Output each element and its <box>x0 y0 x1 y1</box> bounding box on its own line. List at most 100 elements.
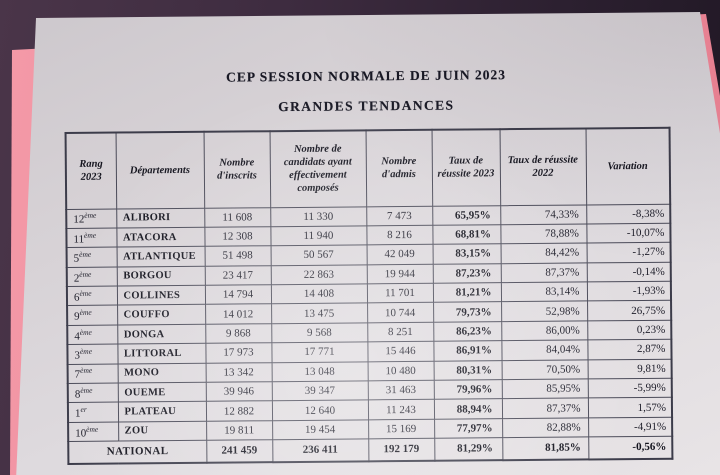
cell-taux-2023: 79,96% <box>433 379 502 400</box>
cell-rank: 2ème <box>66 266 117 287</box>
cell-inscrits: 11 608 <box>204 207 271 228</box>
cell-taux-2022: 87,37% <box>500 262 587 283</box>
cell-inscrits: 19 811 <box>206 420 273 441</box>
cell-admis: 10 480 <box>367 360 434 381</box>
cell-department: OUEME <box>117 382 206 403</box>
national-taux-2023: 81,29% <box>434 437 503 461</box>
cell-department: BORGOU <box>116 265 205 287</box>
cell-department: COUFFO <box>117 304 206 325</box>
cell-rank: 4ème <box>67 324 118 345</box>
cell-taux-2023: 68,81% <box>432 224 501 245</box>
cell-composes: 11 330 <box>270 206 367 227</box>
national-label: NATIONAL <box>68 440 207 464</box>
cell-taux-2022: 70,50% <box>501 359 588 380</box>
cell-composes: 39 347 <box>271 380 368 402</box>
table-header: Rang 2023 Départements Nombre d'inscrits… <box>65 127 671 209</box>
cell-rank: 12ème <box>66 208 117 229</box>
header-row: Rang 2023 Départements Nombre d'inscrits… <box>65 127 671 209</box>
cell-taux-2023: 81,21% <box>432 282 502 303</box>
cell-inscrits: 12 882 <box>205 401 273 422</box>
cell-taux-2022: 82,88% <box>502 417 589 438</box>
cell-admis: 10 744 <box>367 302 434 323</box>
header-candidats-composes: Nombre de candidats ayant effectivement … <box>269 130 367 208</box>
cell-inscrits: 9 868 <box>205 323 272 344</box>
national-inscrits: 241 459 <box>206 439 273 463</box>
cell-inscrits: 17 973 <box>205 342 272 363</box>
cell-taux-2023: 87,23% <box>432 263 501 284</box>
cell-composes: 9 568 <box>271 322 368 343</box>
cell-rank: 8ème <box>67 383 118 403</box>
cell-taux-2023: 79,73% <box>433 302 502 323</box>
national-taux-2022: 81,85% <box>502 437 589 460</box>
cell-department: LITTORAL <box>117 343 206 364</box>
cell-taux-2023: 86,91% <box>433 340 502 361</box>
cell-taux-2022: 87,37% <box>501 398 589 419</box>
cell-variation: -10,07% <box>586 223 671 244</box>
cell-variation: 1,57% <box>587 397 673 418</box>
cell-composes: 13 048 <box>271 361 368 382</box>
national-composes: 236 411 <box>272 439 369 462</box>
cell-admis: 19 944 <box>366 263 433 284</box>
cell-composes: 17 771 <box>271 342 368 363</box>
cell-department: PLATEAU <box>117 401 207 422</box>
cell-department: MONO <box>117 362 206 384</box>
cell-rank: 9ème <box>67 305 118 326</box>
cell-variation: -1,93% <box>586 281 672 302</box>
cell-admis: 42 049 <box>366 244 433 265</box>
cell-inscrits: 51 498 <box>204 245 271 266</box>
cell-rank: 11ème <box>66 227 117 248</box>
cell-inscrits: 39 946 <box>205 381 272 402</box>
header-departements: Départements <box>115 131 205 209</box>
cell-inscrits: 14 012 <box>205 304 272 325</box>
national-row: NATIONAL 241 459 236 411 192 179 81,29% … <box>68 436 673 464</box>
cell-department: ALIBORI <box>116 207 205 228</box>
header-rang: Rang 2023 <box>65 132 117 209</box>
cell-composes: 13 475 <box>271 303 368 324</box>
cell-admis: 8 251 <box>367 322 434 343</box>
cell-composes: 22 863 <box>270 264 367 285</box>
national-variation: -0,56% <box>588 436 673 460</box>
cell-composes: 11 940 <box>270 225 367 246</box>
cell-admis: 11 701 <box>366 283 434 304</box>
national-admis: 192 179 <box>368 438 435 462</box>
cell-variation: 2,87% <box>587 339 672 360</box>
cell-composes: 12 640 <box>271 400 369 421</box>
cell-department: COLLINES <box>116 285 206 306</box>
cell-department: ATACORA <box>116 227 205 248</box>
cell-taux-2022: 84,04% <box>501 340 588 361</box>
cell-admis: 11 243 <box>367 399 435 420</box>
header-inscrits: Nombre d'inscrits <box>203 131 271 208</box>
document-title: CEP SESSION NORMALE DE JUIN 2023 <box>226 67 507 85</box>
results-table: Rang 2023 Départements Nombre d'inscrits… <box>64 126 674 465</box>
cell-taux-2023: 86,23% <box>433 321 502 342</box>
cell-taux-2022: 83,14% <box>500 282 588 303</box>
cell-department: DONGA <box>117 324 206 345</box>
cell-taux-2023: 83,15% <box>432 243 501 264</box>
cell-department: ATLANTIQUE <box>116 246 205 267</box>
cell-inscrits: 13 342 <box>205 362 272 383</box>
cell-variation: -8,38% <box>586 203 671 224</box>
cell-variation: 0,23% <box>587 320 672 341</box>
cell-taux-2022: 85,95% <box>501 378 588 400</box>
cell-variation: 26,75% <box>587 300 672 321</box>
cell-admis: 31 463 <box>367 380 434 401</box>
cell-rank: 7ème <box>67 363 118 384</box>
cell-variation: -5,99% <box>587 378 672 399</box>
header-variation: Variation <box>585 127 671 205</box>
cell-inscrits: 23 417 <box>204 265 271 286</box>
cell-taux-2022: 74,33% <box>500 204 587 225</box>
cell-composes: 19 454 <box>272 419 369 440</box>
cell-taux-2023: 77,97% <box>434 418 503 439</box>
cell-taux-2023: 65,95% <box>432 205 501 226</box>
cell-composes: 14 408 <box>270 283 368 305</box>
cell-rank: 3ème <box>67 344 118 365</box>
cell-variation: -0,14% <box>586 261 671 283</box>
cell-composes: 50 567 <box>270 245 367 266</box>
cell-inscrits: 14 794 <box>204 284 272 305</box>
cell-admis: 8 216 <box>366 225 433 246</box>
table-body: 12ème ALIBORI 11 608 11 330 7 473 65,95% 74,33… <box>66 203 673 442</box>
cell-variation: 9,81% <box>587 358 672 379</box>
cell-taux-2022: 86,00% <box>501 320 588 341</box>
